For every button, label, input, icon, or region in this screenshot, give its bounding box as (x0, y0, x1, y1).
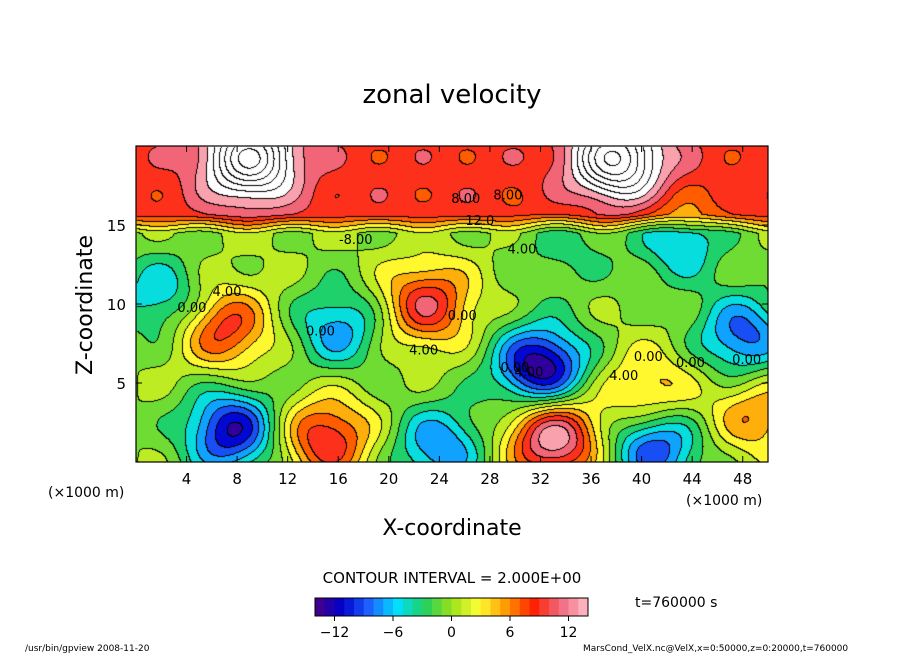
contour-label: 4.00 (609, 369, 638, 384)
colorbar-step (432, 598, 443, 616)
x-tick-label: 44 (683, 470, 702, 488)
x-tick-label: 12 (278, 470, 297, 488)
contour-label: 0.00 (500, 361, 529, 376)
y-tick-label: 10 (107, 296, 126, 314)
x-tick-label: 48 (733, 470, 752, 488)
colorbar-step (383, 598, 394, 616)
colorbar-step (412, 598, 423, 616)
contour-label: 8.00 (451, 192, 480, 207)
x-tick-label: 20 (379, 470, 398, 488)
colorbar-step (461, 598, 472, 616)
colorbar-step (490, 598, 501, 616)
colorbar-step (363, 598, 374, 616)
y-tick-label: 5 (116, 375, 126, 393)
chart-title: zonal velocity (362, 80, 541, 110)
colorbar-step (510, 598, 521, 616)
y-tick-label: 15 (107, 217, 126, 235)
colorbar-step (402, 598, 413, 616)
colorbar-step (315, 598, 326, 616)
contour-label: 0.00 (177, 301, 206, 316)
x-tick-label: 40 (632, 470, 651, 488)
colorbar-step (451, 598, 462, 616)
velocity-heatmap (136, 146, 768, 462)
colorbar-ticks: −12 −6 0 6 12 (320, 616, 578, 641)
colorbar-step (373, 598, 384, 616)
colorbar-step (529, 598, 540, 616)
colorbar-tick-label: −6 (383, 625, 404, 641)
colorbar-step (500, 598, 511, 616)
x-tick-label: 32 (531, 470, 550, 488)
contour-label: 0.00 (676, 356, 705, 371)
colorbar-tick-label: 6 (506, 625, 515, 641)
time-label: t=760000 s (635, 595, 717, 611)
x-unit-left: (×1000 m) (48, 485, 124, 501)
colorbar: −12 −6 0 6 12 (314, 597, 589, 641)
colorbar-tick-label: 12 (560, 625, 578, 641)
contour-label: 4.00 (213, 285, 242, 300)
colorbar-tick-label: 0 (447, 625, 456, 641)
x-unit-right: (×1000 m) (686, 493, 762, 509)
x-axis: 4 8 12 16 20 24 28 32 36 40 44 48 (182, 146, 752, 488)
colorbar-step (480, 598, 491, 616)
x-tick-label: 28 (480, 470, 499, 488)
colorbar-step (549, 598, 560, 616)
contour-label: 0.00 (732, 353, 761, 368)
colorbar-step (422, 598, 433, 616)
y-axis: 5 10 15 (107, 217, 768, 393)
x-tick-label: 4 (182, 470, 192, 488)
colorbar-step (568, 598, 579, 616)
contour-label: 0.00 (634, 350, 663, 365)
contour-label: 4.00 (514, 366, 543, 381)
contour-interval-text: CONTOUR INTERVAL = 2.000E+00 (323, 569, 582, 587)
colorbar-step (519, 598, 530, 616)
x-axis-label: X-coordinate (382, 516, 521, 541)
x-tick-label: 24 (430, 470, 449, 488)
x-tick-label: 8 (232, 470, 242, 488)
colorbar-step (334, 598, 345, 616)
colorbar-steps (315, 598, 589, 616)
colorbar-step (539, 598, 550, 616)
colorbar-step (324, 598, 335, 616)
contour-label: 4.00 (507, 242, 536, 257)
colorbar-step (344, 598, 355, 616)
contour-label: 0.00 (306, 325, 335, 340)
footer-right: MarsCond_VelX.nc@VelX,x=0:50000,z=0:2000… (583, 644, 848, 654)
contour-label: -8.00 (339, 233, 373, 248)
colorbar-step (441, 598, 452, 616)
colorbar-step (354, 598, 365, 616)
colorbar-tick-label: −12 (320, 625, 350, 641)
x-tick-label: 16 (329, 470, 348, 488)
colorbar-step (558, 598, 569, 616)
colorbar-step (578, 598, 589, 616)
contour-label: 0.00 (448, 309, 477, 324)
colorbar-step (393, 598, 404, 616)
contour-label: 4.00 (409, 344, 438, 359)
y-axis-label: Z-coordinate (73, 235, 98, 375)
x-tick-label: 36 (581, 470, 600, 488)
colorbar-step (471, 598, 482, 616)
contour-label: 8.00 (493, 189, 522, 204)
contour-label: 12.0 (465, 214, 494, 229)
footer-left: /usr/bin/gpview 2008-11-20 (25, 644, 150, 654)
